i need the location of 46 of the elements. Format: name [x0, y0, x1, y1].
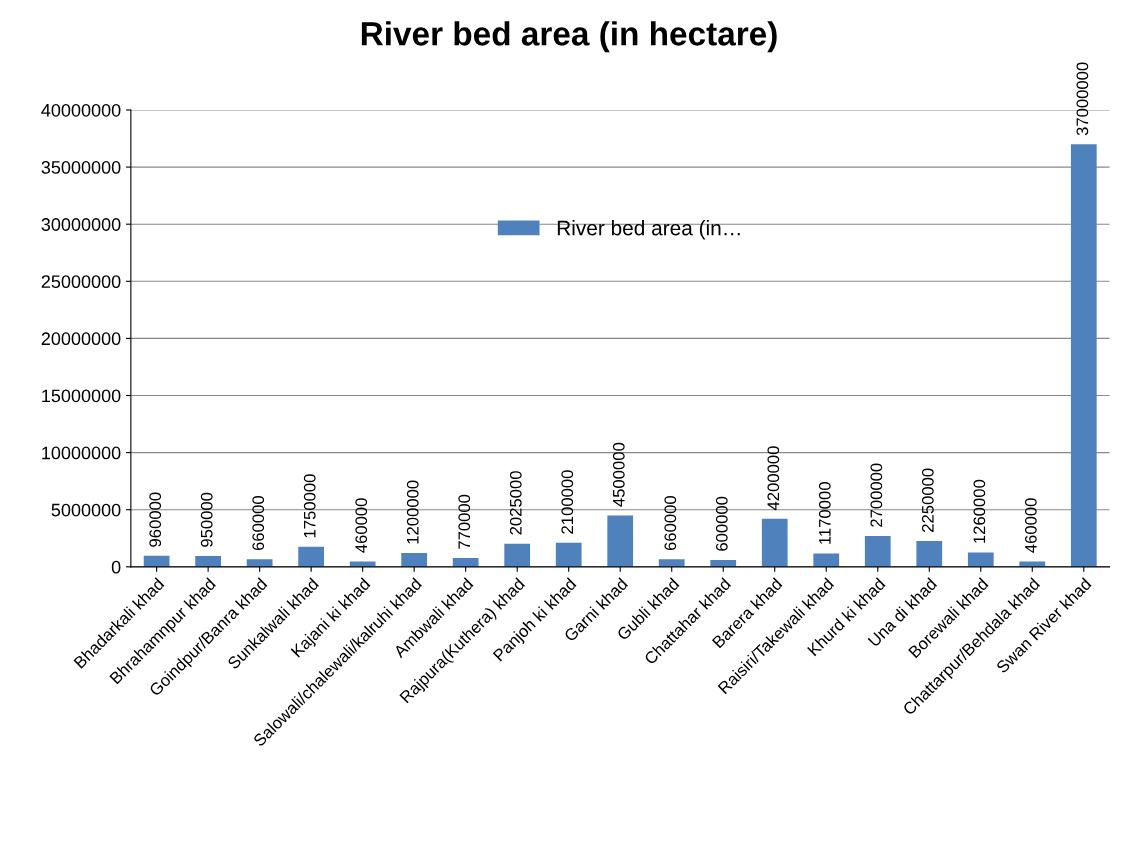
y-tick-label: 35000000	[41, 161, 121, 174]
data-label: 37000000	[1076, 62, 1089, 136]
bar	[298, 546, 325, 567]
data-label: 1750000	[303, 474, 316, 538]
data-label: 1260000	[973, 479, 986, 543]
bar	[401, 553, 428, 567]
data-label: 1170000	[818, 482, 831, 544]
bar	[761, 518, 788, 567]
data-label: 960000	[149, 492, 162, 547]
bar	[195, 555, 222, 567]
y-tick-label: 5000000	[51, 503, 121, 517]
bar	[143, 555, 170, 567]
bar	[658, 559, 685, 567]
data-label: 2100000	[561, 470, 574, 534]
bar	[1070, 144, 1097, 567]
data-label: 4500000	[612, 442, 625, 507]
bar	[967, 552, 994, 567]
data-label: 2250000	[921, 468, 934, 532]
data-label: 1200000	[406, 480, 419, 544]
bar	[864, 535, 891, 567]
bar	[813, 553, 840, 567]
y-tick-label: 10000000	[42, 446, 121, 460]
legend-label: River bed area (in…	[557, 220, 740, 240]
data-label: 460000	[1024, 498, 1037, 553]
data-label: 950000	[200, 492, 213, 547]
data-label: 460000	[355, 498, 368, 553]
data-label: 2025000	[509, 471, 522, 535]
data-label: 660000	[252, 495, 265, 551]
y-tick-label: 0	[111, 560, 121, 574]
bar	[555, 542, 582, 567]
data-label: 4200000	[767, 446, 780, 511]
data-label: 770000	[458, 494, 471, 549]
bar	[246, 559, 273, 567]
y-tick-label: 20000000	[41, 332, 121, 346]
y-tick-label: 25000000	[41, 275, 121, 289]
data-label: 600000	[715, 496, 728, 551]
bar	[607, 515, 634, 567]
bar	[452, 558, 479, 567]
data-label: 660000	[664, 495, 677, 551]
chart-title: River bed area (in hectare)	[361, 21, 777, 53]
bar	[916, 541, 943, 567]
bar	[504, 543, 531, 567]
y-tick-label: 30000000	[41, 218, 121, 231]
y-tick-label: 40000000	[41, 103, 121, 117]
data-label: 2700000	[870, 463, 883, 527]
y-tick-label: 15000000	[42, 389, 121, 403]
